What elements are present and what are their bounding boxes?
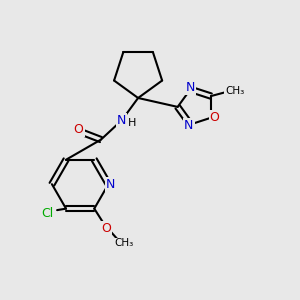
Text: Cl: Cl — [41, 207, 53, 220]
Text: N: N — [184, 119, 194, 132]
Text: O: O — [210, 111, 220, 124]
Text: N: N — [106, 178, 116, 191]
Text: N: N — [186, 81, 195, 94]
Text: N: N — [117, 114, 127, 127]
Text: O: O — [101, 222, 111, 235]
Text: CH₃: CH₃ — [114, 238, 134, 248]
Text: O: O — [74, 123, 84, 136]
Text: H: H — [128, 118, 136, 128]
Text: CH₃: CH₃ — [225, 86, 244, 96]
